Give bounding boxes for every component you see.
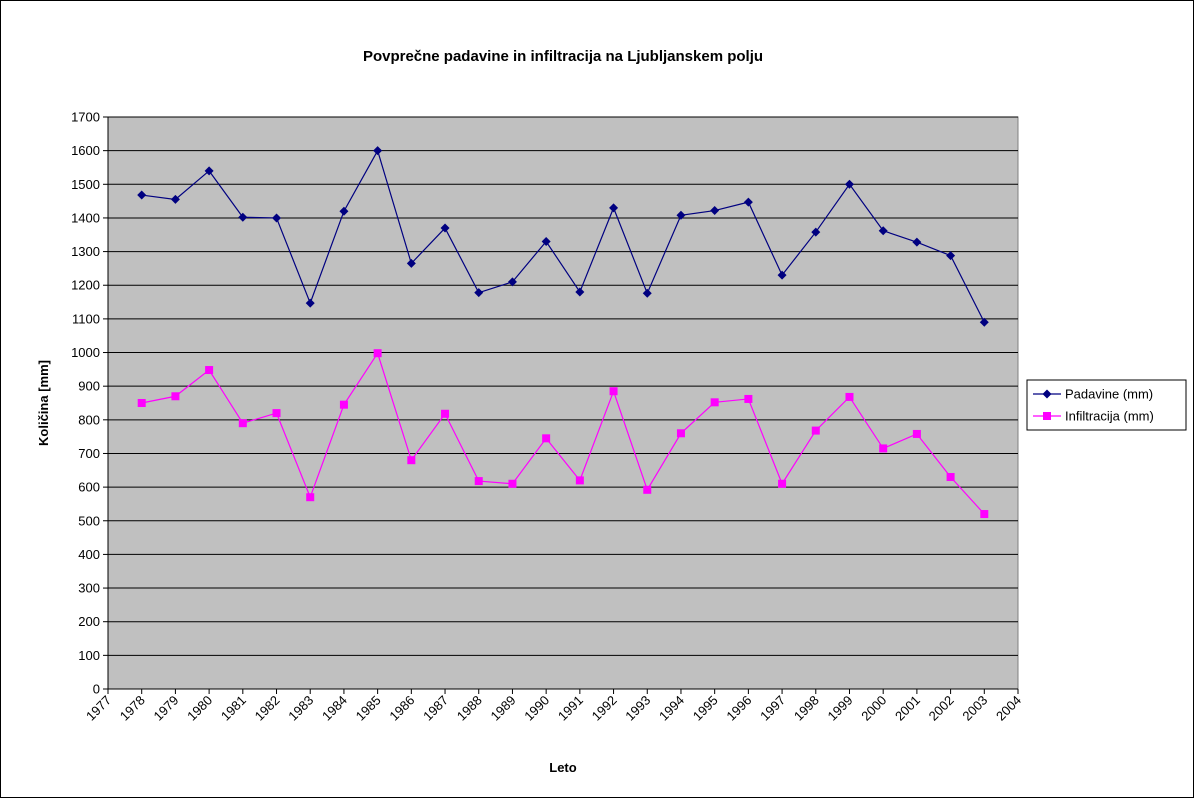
point	[137, 399, 146, 407]
y-tick-label: 100	[78, 648, 100, 663]
point	[811, 426, 820, 435]
plot-area	[107, 116, 1019, 690]
y-tick-label: 500	[78, 513, 100, 528]
point	[339, 206, 349, 216]
y-tick-label: 700	[78, 446, 100, 461]
y-tick-label: 1300	[71, 244, 100, 259]
point	[609, 203, 619, 213]
point	[980, 510, 989, 519]
y-tick-label: 1500	[71, 177, 100, 192]
point	[676, 210, 686, 220]
point	[204, 166, 214, 176]
y-tick-label: 1600	[71, 143, 100, 158]
point	[507, 277, 517, 287]
y-axis-title: Količina [mm]	[36, 360, 51, 446]
point	[878, 226, 888, 236]
y-tick-label: 400	[78, 547, 100, 562]
point	[710, 398, 719, 407]
point	[777, 270, 787, 280]
legend-label: Padavine (mm)	[1065, 387, 1153, 402]
y-tick-label: 600	[78, 480, 100, 495]
point	[575, 476, 584, 485]
point	[441, 409, 450, 418]
legend-marker	[1042, 389, 1052, 399]
point	[272, 213, 282, 223]
point	[575, 287, 585, 297]
x-axis-title: Leto	[549, 760, 577, 775]
y-tick-label: 1400	[71, 210, 100, 225]
point	[339, 400, 348, 409]
point	[474, 477, 483, 486]
point	[744, 394, 753, 403]
point	[508, 479, 517, 488]
point	[642, 288, 652, 298]
y-tick-label: 1700	[71, 110, 100, 125]
point	[238, 419, 247, 428]
y-tick-label: 300	[78, 581, 100, 596]
point	[272, 409, 281, 418]
point	[676, 429, 685, 438]
point	[238, 212, 248, 222]
point	[710, 206, 720, 216]
y-tick-label: 200	[78, 614, 100, 629]
legend-label: Infiltracija (mm)	[1065, 409, 1154, 424]
point	[205, 366, 214, 375]
point	[373, 146, 383, 156]
point	[845, 392, 854, 401]
point	[407, 456, 416, 465]
point	[305, 298, 315, 308]
point	[811, 227, 821, 237]
y-tick-label: 1100	[72, 311, 100, 326]
point	[879, 444, 888, 453]
y-tick-label: 0	[93, 682, 100, 697]
series-line	[141, 149, 985, 323]
y-tick-label: 900	[78, 379, 100, 394]
legend-box	[1026, 379, 1187, 431]
point	[306, 493, 315, 502]
point	[844, 179, 854, 189]
legend-marker	[1043, 412, 1051, 420]
point	[609, 387, 618, 396]
point	[743, 197, 753, 207]
point	[542, 434, 551, 443]
point	[979, 317, 989, 327]
point	[406, 258, 416, 268]
point	[137, 190, 147, 200]
point	[946, 251, 956, 261]
y-tick-label: 1200	[71, 278, 100, 293]
y-tick-label: 800	[78, 412, 100, 427]
chart-title: Povprečne padavine in infiltracija na Lj…	[363, 48, 763, 65]
point	[171, 392, 180, 401]
point	[643, 485, 652, 494]
point	[440, 223, 450, 233]
point	[778, 479, 787, 488]
series-line	[141, 351, 985, 515]
point	[946, 473, 955, 482]
point	[912, 237, 922, 247]
point	[373, 349, 382, 358]
point	[912, 429, 921, 438]
point	[541, 236, 551, 246]
y-tick-label: 1000	[71, 345, 100, 360]
point	[474, 288, 484, 298]
point	[170, 194, 180, 204]
